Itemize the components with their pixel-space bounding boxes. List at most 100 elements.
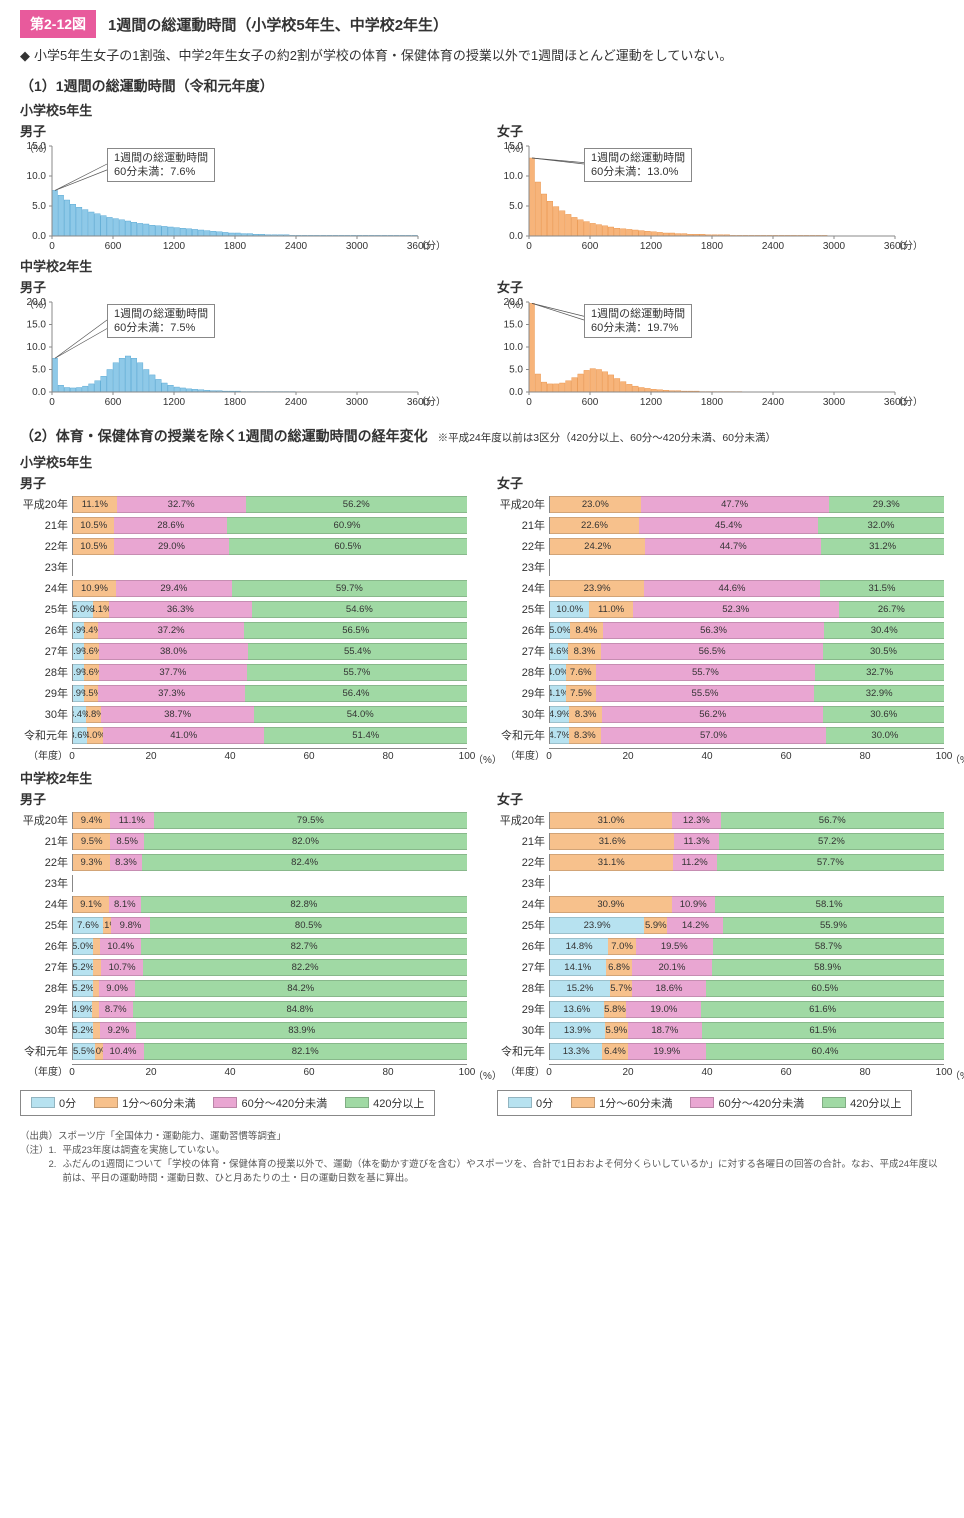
stacked-row: 29年4.1%7.5%55.5%32.9%: [497, 683, 944, 704]
stacked-segment: 32.0%: [818, 517, 944, 534]
stacked-row: 23年: [20, 873, 467, 894]
stacked-segment: 37.3%: [98, 685, 245, 702]
legend-label: 420分以上: [850, 1095, 901, 1111]
stacked-bars: 5.2%10.7%82.2%: [72, 959, 467, 976]
axis-tick: 60: [780, 751, 791, 762]
stacked-row: 29年2.9%3.5%37.3%56.4%: [20, 683, 467, 704]
stacked-bars: 13.6%5.8%19.0%61.6%: [549, 1001, 944, 1018]
svg-text:600: 600: [582, 241, 599, 252]
axis-tick: 0: [69, 1067, 75, 1078]
year-label: 25年: [20, 601, 72, 617]
stacked-segment: 82.0%: [144, 833, 467, 850]
svg-text:（%）: （%）: [24, 299, 53, 311]
year-label: 平成20年: [497, 812, 549, 828]
boys-label: 男子: [20, 789, 467, 808]
stacked-elem-girls: 女子 平成20年23.0%47.7%29.3%21年22.6%45.4%32.0…: [497, 473, 944, 764]
stacked-segment: 60.5%: [229, 538, 467, 555]
stacked-bars: 7.6%2.1%9.8%80.5%: [72, 917, 467, 934]
svg-text:（分）: （分）: [893, 240, 923, 252]
year-label: 30年: [20, 706, 72, 722]
stacked-segment: 60.4%: [706, 1043, 944, 1060]
year-label: 平成20年: [20, 496, 72, 512]
stacked-bars: 4.6%8.3%56.5%30.5%: [549, 643, 944, 660]
hist-elem-boys: 男子 0.05.010.015.006001200180024003000360…: [20, 121, 467, 252]
svg-text:1800: 1800: [224, 241, 247, 252]
note2-text: ふだんの1週間について「学校の体育・保健体育の授業以外で、運動（体を動かす遊びを…: [63, 1158, 944, 1187]
stacked-segment: 9.4%: [73, 812, 110, 829]
stacked-segment: 8.7%: [99, 1001, 133, 1018]
stacked-row: 28年2.9%3.6%37.7%55.7%: [20, 662, 467, 683]
stacked-bars: 5.2%9.2%83.9%: [72, 1022, 467, 1039]
stacked-segment: 11.2%: [673, 854, 717, 871]
girls-label: 女子: [497, 277, 944, 296]
year-label: 21年: [497, 833, 549, 849]
stacked-bars: 5.0%4.1%36.3%54.6%: [72, 601, 467, 618]
stacked-segment: 44.7%: [645, 538, 821, 555]
stacked-segment: 32.9%: [814, 685, 944, 702]
grade-elem-title: 小学校5年生: [20, 100, 944, 119]
stacked-segment: 15.2%: [550, 980, 610, 997]
section2-header: （2）体育・保健体育の授業を除く1週間の総運動時間の経年変化 ※平成24年度以前…: [20, 418, 944, 448]
stacked-segment: 2.0%: [95, 1043, 103, 1060]
legend-swatch: [31, 1097, 55, 1108]
stacked-segment: 10.7%: [101, 959, 143, 976]
axis-tick: 80: [382, 1067, 393, 1078]
stacked-segment: 10.4%: [100, 938, 141, 955]
stacked-chart-elem-boys: 平成20年11.1%32.7%56.2%21年10.5%28.6%60.9%22…: [20, 494, 467, 764]
year-label: 25年: [497, 917, 549, 933]
stacked-segment: 10.9%: [73, 580, 116, 597]
stacked-row: 28年5.2%9.0%84.2%: [20, 978, 467, 999]
boys-label: 男子: [20, 473, 467, 492]
note-head: （注）: [20, 1144, 49, 1158]
stacked-segment: 31.5%: [820, 580, 944, 597]
svg-text:5.0: 5.0: [509, 201, 523, 212]
stacked-row: 28年15.2%5.7%18.6%60.5%: [497, 978, 944, 999]
stacked-segment: 55.5%: [596, 685, 815, 702]
stacked-bars: 24.2%44.7%31.2%: [549, 538, 944, 555]
stacked-segment: 29.0%: [114, 538, 228, 555]
stacked-segment: 37.7%: [99, 664, 248, 681]
svg-text:0: 0: [526, 241, 532, 252]
stacked-segment: 59.7%: [232, 580, 467, 597]
stacked-bars: [72, 875, 467, 892]
axis-tick: 80: [382, 751, 393, 762]
stacked-segment: 4.9%: [550, 706, 569, 723]
stacked-segment: 3.6%: [84, 643, 98, 660]
stacked-segment: 30.9%: [550, 896, 672, 913]
year-label: 29年: [497, 1001, 549, 1017]
stacked-segment: 9.0%: [99, 980, 134, 997]
stacked-segment: 44.6%: [644, 580, 820, 597]
stacked-row: 26年14.8%7.0%19.5%58.7%: [497, 936, 944, 957]
legend-item: 1分～60分未満: [94, 1095, 195, 1111]
stacked-segment: 54.6%: [252, 601, 467, 618]
callout-box: 1週間の総運動時間60分未満：19.7%: [584, 304, 692, 339]
year-label: 26年: [20, 622, 72, 638]
boys-label: 男子: [20, 277, 467, 296]
stacked-row: 26年5.0%10.4%82.7%: [20, 936, 467, 957]
svg-text:0.0: 0.0: [509, 231, 523, 242]
stacked-bars: 30.9%10.9%58.1%: [549, 896, 944, 913]
stacked-row: 26年2.9%3.4%37.2%56.5%: [20, 620, 467, 641]
stacked-segment: 24.2%: [550, 538, 645, 555]
source-text: スポーツ庁「全国体力・運動能力、運動習慣等調査」: [58, 1130, 286, 1144]
stacked-segment: 45.4%: [639, 517, 818, 534]
section2-note: ※平成24年度以前は3区分（420分以上、60分～420分未満、60分未満）: [438, 430, 776, 445]
stacked-segment: 7.6%: [73, 917, 103, 934]
stacked-segment: 29.4%: [116, 580, 232, 597]
stacked-segment: 5.0%: [73, 601, 93, 618]
stacked-chart-jhs-girls: 平成20年31.0%12.3%56.7%21年31.6%11.3%57.2%22…: [497, 810, 944, 1080]
legend-swatch: [345, 1097, 369, 1108]
stacked-bars: 5.0%10.4%82.7%: [72, 938, 467, 955]
stacked-segment: 8.5%: [110, 833, 143, 850]
stacked-segment: 23.0%: [550, 496, 641, 513]
legend-item: 0分: [31, 1095, 76, 1111]
stacked-bars: [72, 559, 467, 576]
stacked-row: 25年10.0%11.0%52.3%26.7%: [497, 599, 944, 620]
stacked-segment: 55.7%: [247, 664, 466, 681]
girls-label: 女子: [497, 121, 944, 140]
stacked-bars: 9.4%11.1%79.5%: [72, 812, 467, 829]
stacked-segment: 37.2%: [98, 622, 245, 639]
year-label: 26年: [497, 938, 549, 954]
stacked-segment: 30.6%: [823, 706, 944, 723]
stacked-row: 27年2.9%3.6%38.0%55.4%: [20, 641, 467, 662]
